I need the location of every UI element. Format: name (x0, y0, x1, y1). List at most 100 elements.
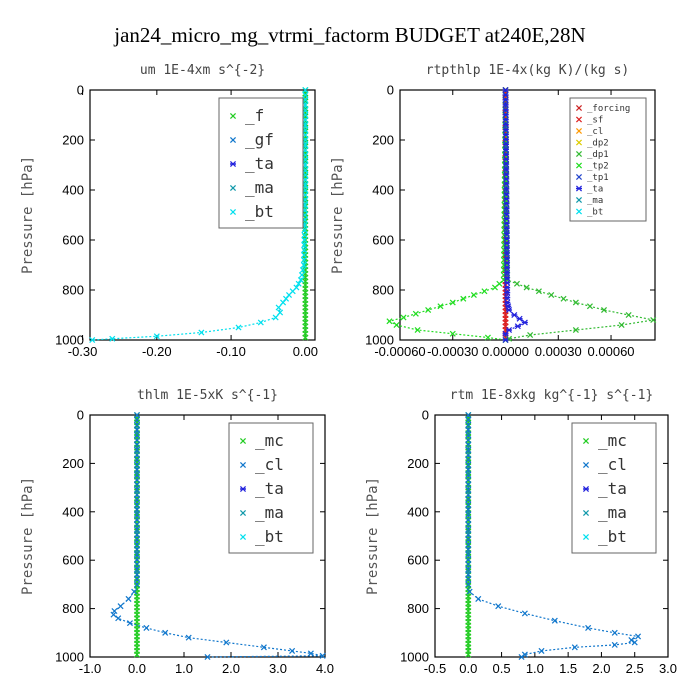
data-point (502, 86, 509, 94)
data-point (302, 171, 309, 179)
data-point (465, 466, 472, 473)
data-point (302, 131, 309, 139)
data-point (117, 603, 124, 610)
data-point (523, 284, 530, 291)
data-point (400, 314, 407, 321)
data-point (585, 624, 592, 631)
data-point (503, 161, 510, 168)
data-point (502, 101, 509, 108)
data-point (257, 319, 264, 326)
x-tick-label: 1.5 (559, 661, 577, 676)
legend-entry: _sf (587, 116, 603, 126)
legend-entry: _cl (598, 455, 627, 474)
x-tick-label: 1.0 (526, 661, 544, 676)
data-point (502, 91, 509, 98)
data-point (465, 651, 472, 658)
y-axis-label: Pressure [hPa] (365, 477, 381, 595)
data-point (572, 299, 579, 306)
data-point (133, 506, 141, 513)
data-point (302, 166, 309, 174)
legend-box (218, 97, 304, 229)
data-point (586, 303, 593, 310)
data-point (521, 610, 528, 617)
x-tick-label: 0.0 (128, 661, 146, 676)
y-tick-label: 600 (62, 233, 84, 248)
data-point (460, 295, 467, 302)
data-point (465, 446, 472, 453)
data-point (393, 321, 400, 329)
y-tick-label: 200 (372, 133, 394, 148)
data-point (449, 330, 456, 337)
data-point (502, 126, 509, 133)
data-point (302, 111, 309, 119)
data-point (89, 336, 96, 344)
data-point (465, 561, 472, 568)
y-tick-label: 0 (387, 83, 394, 98)
data-point (465, 426, 472, 433)
data-point (582, 509, 590, 517)
data-point (133, 516, 141, 523)
legend-entry: _tp2 (587, 162, 609, 172)
series-mc (465, 411, 472, 658)
panel-2: rtpthlp 1E-4x(kg K)/(kg s) Pressure [hPa]… (330, 63, 657, 359)
data-point (131, 588, 138, 595)
data-point (300, 261, 307, 269)
data-point (503, 175, 510, 182)
series-line (387, 89, 507, 341)
data-point (465, 526, 472, 533)
legend-entry: _ma (255, 503, 284, 522)
data-point (133, 536, 141, 543)
figure-title: jan24_micro_mg_vtrmi_factorm BUDGET at24… (113, 23, 585, 47)
data-point (133, 651, 141, 658)
data-point (239, 461, 247, 469)
data-point (280, 299, 287, 306)
data-point (229, 208, 237, 216)
data-point (572, 326, 579, 334)
data-point (575, 196, 583, 204)
data-point (198, 329, 205, 336)
data-point (521, 319, 528, 326)
y-axis-label: Pressure [hPa] (330, 156, 346, 274)
data-point (133, 456, 141, 463)
data-point (618, 321, 625, 329)
data-point (302, 141, 309, 149)
data-point (133, 581, 141, 588)
data-point (502, 146, 510, 153)
plot-frame (399, 89, 656, 341)
legend-entry: _forcing (587, 104, 630, 114)
series-ta (502, 86, 528, 344)
data-point (481, 288, 488, 295)
series-tp2 (386, 86, 509, 344)
data-point (133, 481, 141, 488)
data-point (503, 185, 510, 192)
data-point (575, 185, 583, 192)
data-point (302, 146, 309, 154)
data-point (133, 466, 141, 473)
data-point (503, 200, 510, 207)
legend-entry: _bt (245, 202, 274, 221)
data-point (503, 170, 510, 178)
data-point (503, 151, 510, 158)
data-point (575, 116, 583, 123)
legend: _f _gf _ta _ma _bt (218, 97, 304, 229)
data-point (133, 426, 141, 433)
data-point (302, 136, 309, 144)
legend-entry: _ta (598, 479, 627, 498)
legend-entry: _bt (587, 208, 603, 218)
data-point (575, 173, 583, 181)
data-point (133, 431, 141, 438)
data-point (133, 451, 141, 458)
data-point (527, 331, 534, 339)
data-point (503, 250, 510, 257)
x-tick-label: 0.00030 (535, 344, 582, 359)
data-point (504, 279, 511, 286)
data-point (239, 509, 247, 517)
data-point (465, 441, 472, 448)
data-point (470, 291, 477, 299)
legend-entry: _mc (598, 431, 627, 450)
data-point (204, 653, 211, 661)
data-point (302, 181, 309, 189)
data-point (504, 289, 511, 296)
legend-entry: _gf (245, 130, 274, 149)
